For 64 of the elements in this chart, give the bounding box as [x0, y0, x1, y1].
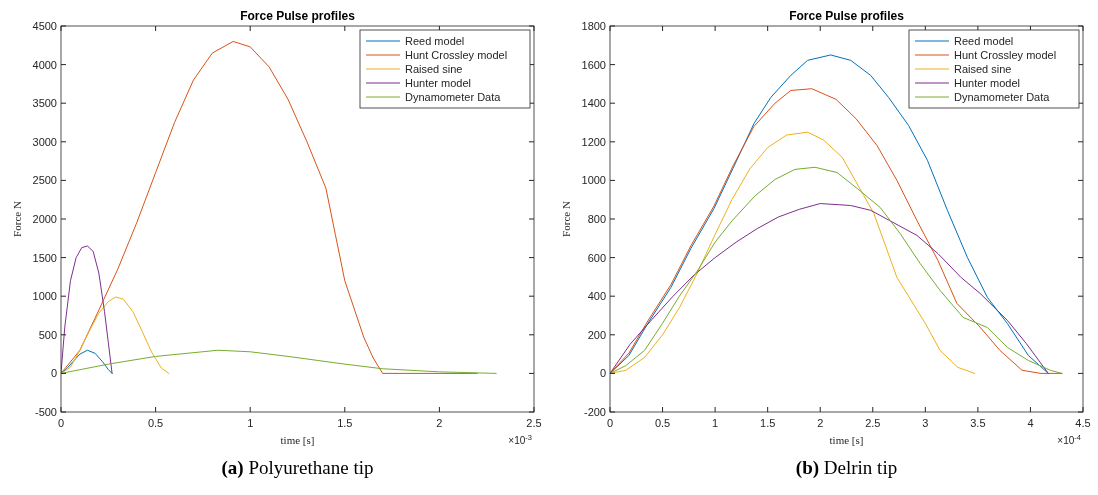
text: (a) Polyurethane tip [221, 457, 374, 479]
y-axis-title: Force N [11, 201, 23, 237]
x-tick-label: 2 [817, 417, 824, 429]
x-tick-label: 1 [247, 417, 254, 429]
y-tick-label: -200 [583, 406, 606, 418]
line-series [610, 166, 1063, 374]
x-tick-label: 1 [712, 417, 719, 429]
x-tick-label: 3 [922, 417, 929, 429]
y-tick-label: 0 [50, 367, 57, 380]
y-tick-label: 1600 [581, 58, 606, 71]
legend-label: Reed model [405, 35, 465, 47]
x-tick-label: 4.5 [1075, 417, 1091, 429]
legend-label: Hunt Crossley model [405, 49, 508, 61]
legend-label: Dynamometer Data [954, 91, 1051, 103]
x-axis-title: time [s] [829, 434, 864, 446]
legend-label: Raised sine [954, 63, 1012, 75]
y-tick-label: 1200 [581, 135, 606, 148]
legend-label: Hunter model [405, 77, 472, 89]
y-tick-label: 1800 [581, 20, 606, 32]
x-tick-label: 0 [606, 417, 614, 429]
x-tick-label: 1.5 [337, 417, 353, 429]
line-series [610, 203, 1049, 374]
line-series [61, 296, 170, 374]
y-tick-label: 1500 [32, 251, 57, 264]
y-tick-label: 500 [38, 328, 57, 341]
x-tick-label: 0.5 [147, 417, 164, 429]
legend-label: Dynamometer Data [405, 91, 502, 103]
y-tick-label: 4500 [32, 20, 57, 32]
x-tick-label: 2.5 [865, 417, 881, 429]
x-tick-label: 0 [57, 417, 65, 429]
line-series [61, 349, 497, 374]
y-tick-label: 3500 [32, 97, 57, 110]
x-tick-label: 3.5 [970, 417, 986, 429]
x-tick-label: 2 [436, 417, 443, 429]
y-tick-label: 2000 [32, 213, 57, 225]
text: ×10$^{-4}$ [1057, 432, 1081, 446]
line-series [61, 245, 113, 374]
y-tick-label: 2500 [32, 174, 57, 187]
legend-label: Reed model [954, 35, 1014, 47]
y-tick-label: 4000 [32, 58, 57, 71]
text: ×10$^{-3}$ [508, 432, 532, 446]
legend-label: Hunter model [954, 77, 1021, 89]
y-tick-label: 600 [587, 251, 606, 264]
y-tick-label: -500 [34, 406, 57, 418]
x-tick-label: 4 [1027, 417, 1034, 429]
y-tick-label: 800 [587, 213, 606, 225]
y-tick-label: 400 [587, 290, 606, 303]
legend-label: Hunt Crossley model [954, 49, 1057, 61]
y-tick-label: 3000 [32, 135, 57, 148]
x-tick-label: 0.5 [654, 417, 671, 429]
y-tick-label: 1000 [32, 290, 57, 303]
x-tick-label: 1.5 [760, 417, 776, 429]
y-tick-label: 1400 [581, 97, 606, 110]
y-tick-label: 0 [599, 367, 606, 380]
y-axis-title: Force N [560, 201, 572, 237]
x-axis-title: time [s] [280, 434, 315, 446]
legend-label: Raised sine [405, 63, 463, 75]
y-tick-label: 200 [587, 328, 606, 341]
chart-title: Force Pulse profiles [789, 9, 905, 23]
x-tick-label: 2.5 [526, 417, 542, 429]
y-tick-label: 1000 [581, 174, 606, 187]
line-series [610, 131, 976, 374]
text: (b) Delrin tip [795, 457, 898, 479]
chart-title: Force Pulse profiles [240, 9, 356, 23]
